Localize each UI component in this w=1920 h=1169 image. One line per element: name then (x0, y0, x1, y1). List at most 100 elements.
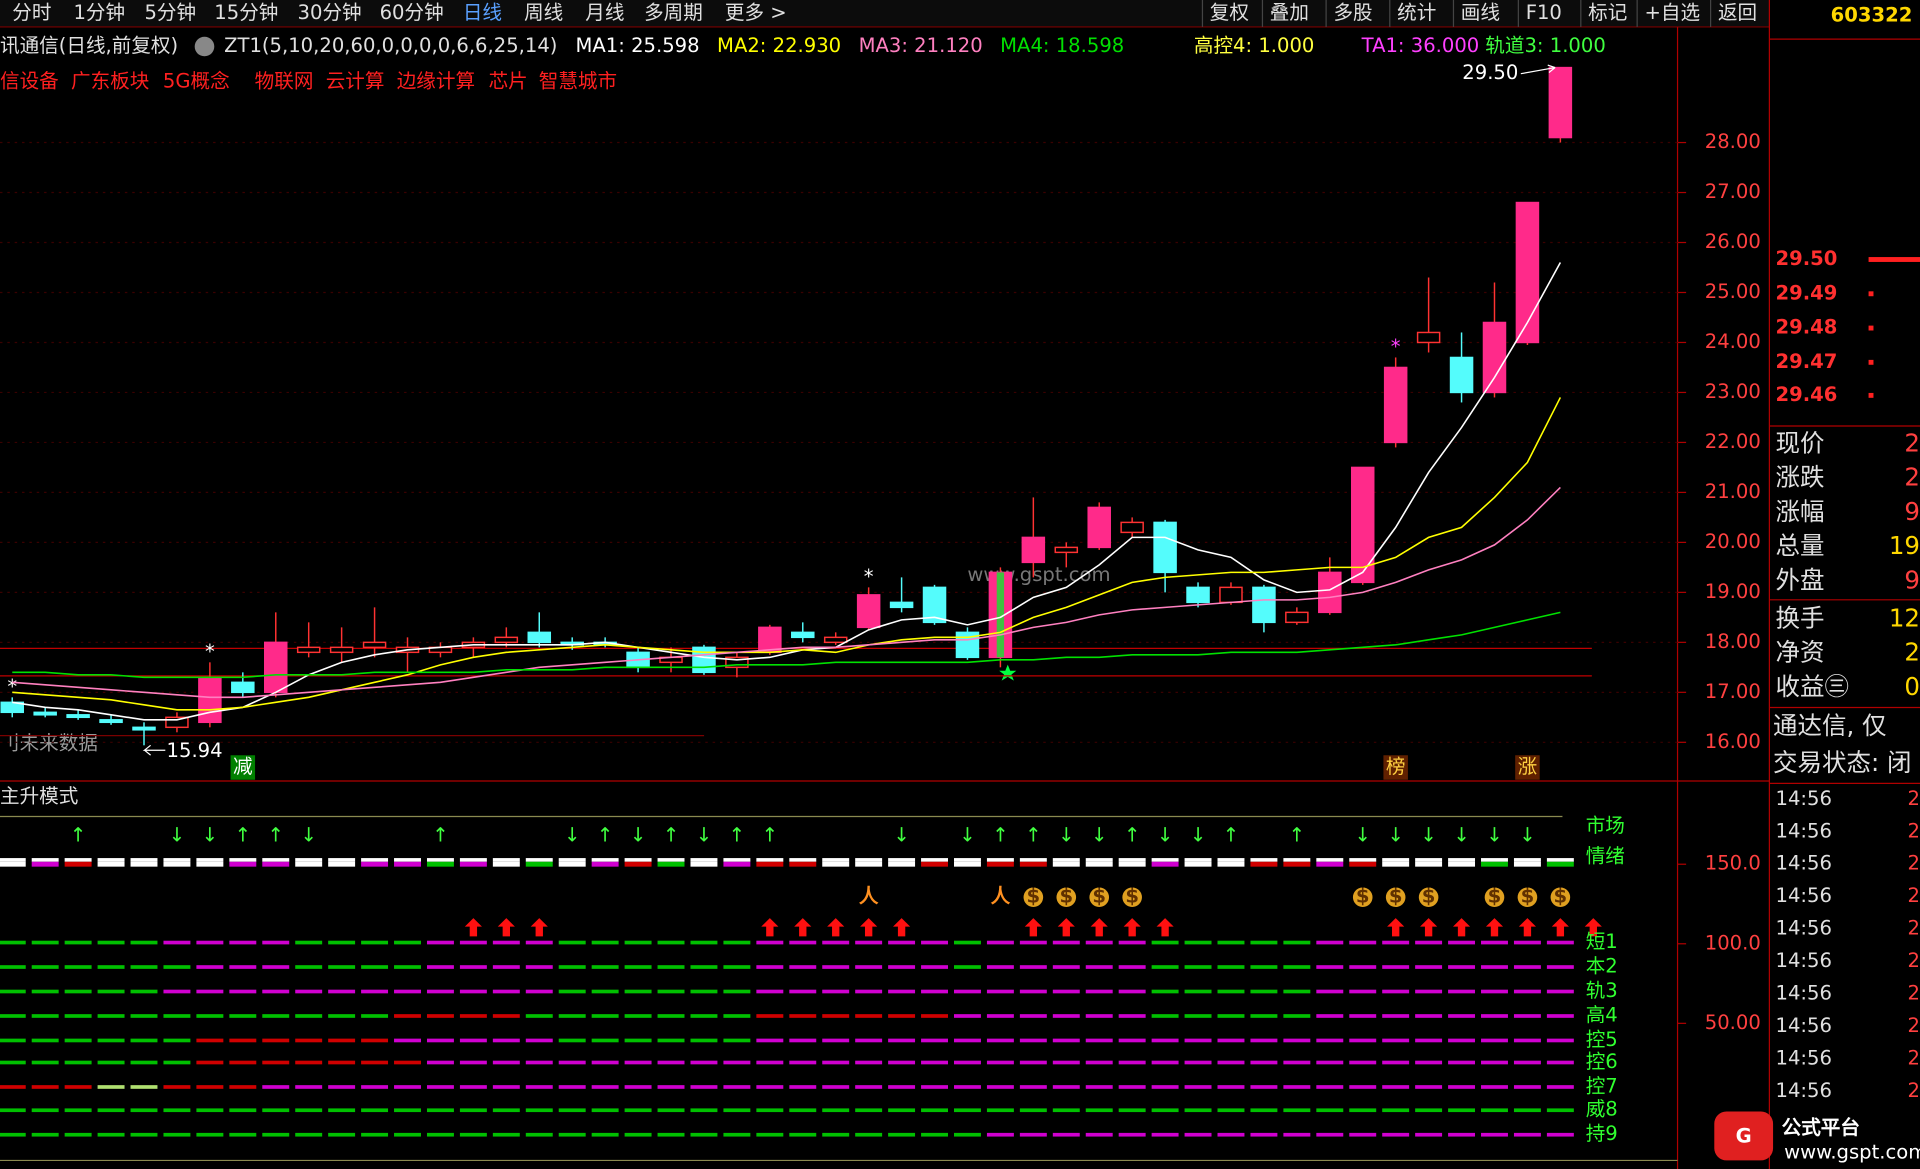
state-dash (394, 1108, 421, 1113)
state-dash (756, 989, 784, 994)
button[interactable]: +自选 (1644, 1, 1700, 24)
state-dash (1481, 1132, 1508, 1137)
state-dash (822, 1132, 850, 1137)
buy-arrow (1485, 918, 1504, 937)
state-dash (723, 1085, 751, 1089)
indicator-value: 轨道3: 1.000 (1485, 34, 1606, 57)
mood-top (1283, 858, 1311, 862)
state-dash (822, 1038, 850, 1043)
state-dash (954, 1085, 981, 1089)
state-dash (1513, 1060, 1541, 1065)
state-dash (1415, 989, 1443, 994)
state-dash (1349, 1085, 1377, 1089)
state-dash (163, 1014, 191, 1018)
tab[interactable]: 5分钟 (144, 1, 196, 24)
state-dash (97, 1108, 125, 1113)
money-bag (1484, 887, 1505, 908)
tab[interactable]: 日线 (463, 1, 502, 24)
stock-code: 603322 (1831, 3, 1913, 26)
toolbar-bg (0, 0, 1770, 27)
mood-bar (1349, 861, 1377, 867)
state-dash (1184, 965, 1212, 969)
field-value: 12 (1889, 603, 1920, 632)
concept: 智慧城市 (539, 70, 617, 93)
button[interactable]: F10 (1526, 1, 1562, 24)
state-dash (1316, 1085, 1344, 1089)
state-dash (1448, 1108, 1476, 1113)
field-label: 换手 (1776, 603, 1825, 632)
state-dash (723, 1014, 751, 1018)
tab[interactable]: 60分钟 (380, 1, 444, 24)
star-mark: * (205, 640, 215, 663)
button[interactable]: 复权 (1210, 1, 1249, 24)
row-label: 控7 (1586, 1074, 1618, 1097)
state-dash (1184, 1014, 1212, 1018)
mood-bar (525, 861, 553, 867)
state-dash (1349, 1108, 1377, 1113)
state-dash (690, 940, 718, 945)
tab[interactable]: 30分钟 (298, 1, 362, 24)
state-dash (426, 1014, 454, 1018)
tick-value: 2 (1908, 1046, 1920, 1069)
state-dash (954, 989, 981, 994)
money-bag (1550, 887, 1571, 908)
state-dash (64, 1060, 92, 1065)
mood-bar (196, 861, 224, 867)
signal-arrow: ↓ (300, 824, 316, 847)
state-dash (394, 1038, 421, 1043)
state-dash (492, 1108, 520, 1113)
state-dash (789, 989, 817, 994)
mood-top (130, 858, 158, 862)
button[interactable]: 返回 (1718, 1, 1757, 24)
tab[interactable]: 月线 (585, 1, 624, 24)
buy-arrow (1387, 918, 1405, 937)
button[interactable]: 画线 (1461, 1, 1500, 24)
state-dash (1019, 965, 1047, 969)
state-dash (361, 1014, 389, 1018)
state-dash (657, 989, 685, 994)
button[interactable]: 标记 (1588, 1, 1627, 24)
button[interactable]: 叠加 (1270, 1, 1309, 24)
signal-arrow: ↑ (268, 824, 284, 847)
state-dash (624, 940, 652, 945)
state-dash (756, 1132, 784, 1137)
state-dash (0, 1014, 26, 1018)
mood-top (888, 858, 916, 862)
settings-icon[interactable] (194, 36, 215, 57)
state-dash (986, 1132, 1014, 1137)
candle-body (1383, 366, 1408, 444)
state-dash (1349, 1132, 1377, 1137)
tab[interactable]: 更多 > (725, 1, 787, 24)
tab[interactable]: 周线 (524, 1, 563, 24)
state-dash (1513, 1085, 1541, 1089)
state-dash (262, 989, 290, 994)
state-dash (1349, 989, 1377, 994)
mood-top (1118, 858, 1146, 862)
candle-body (1219, 586, 1243, 604)
money-bag (1352, 887, 1373, 908)
tab[interactable]: 1分钟 (73, 1, 125, 24)
logo-url: www.gspt.com (1784, 1141, 1920, 1164)
state-dash (822, 1108, 850, 1113)
state-dash (558, 1132, 586, 1137)
mood-bar (1316, 861, 1344, 867)
state-dash (986, 940, 1014, 945)
mood-top (295, 858, 323, 862)
button[interactable]: 统计 (1397, 1, 1436, 24)
state-dash (229, 1108, 257, 1113)
state-dash (1382, 1108, 1410, 1113)
state-dash (591, 1060, 619, 1065)
state-dash (1382, 940, 1410, 945)
signal-arrow: ↑ (235, 824, 251, 847)
state-dash (97, 989, 125, 994)
tab[interactable]: 15分钟 (214, 1, 278, 24)
candle-body (165, 716, 189, 729)
state-dash (229, 1132, 257, 1137)
mood-label: 市场 (1586, 814, 1625, 837)
state-dash (1151, 1085, 1179, 1089)
state-dash (525, 1038, 553, 1043)
tab[interactable]: 分时 (12, 1, 51, 24)
button[interactable]: 多股 (1333, 1, 1372, 24)
tab[interactable]: 多周期 (644, 1, 703, 24)
state-dash (1184, 1038, 1212, 1043)
